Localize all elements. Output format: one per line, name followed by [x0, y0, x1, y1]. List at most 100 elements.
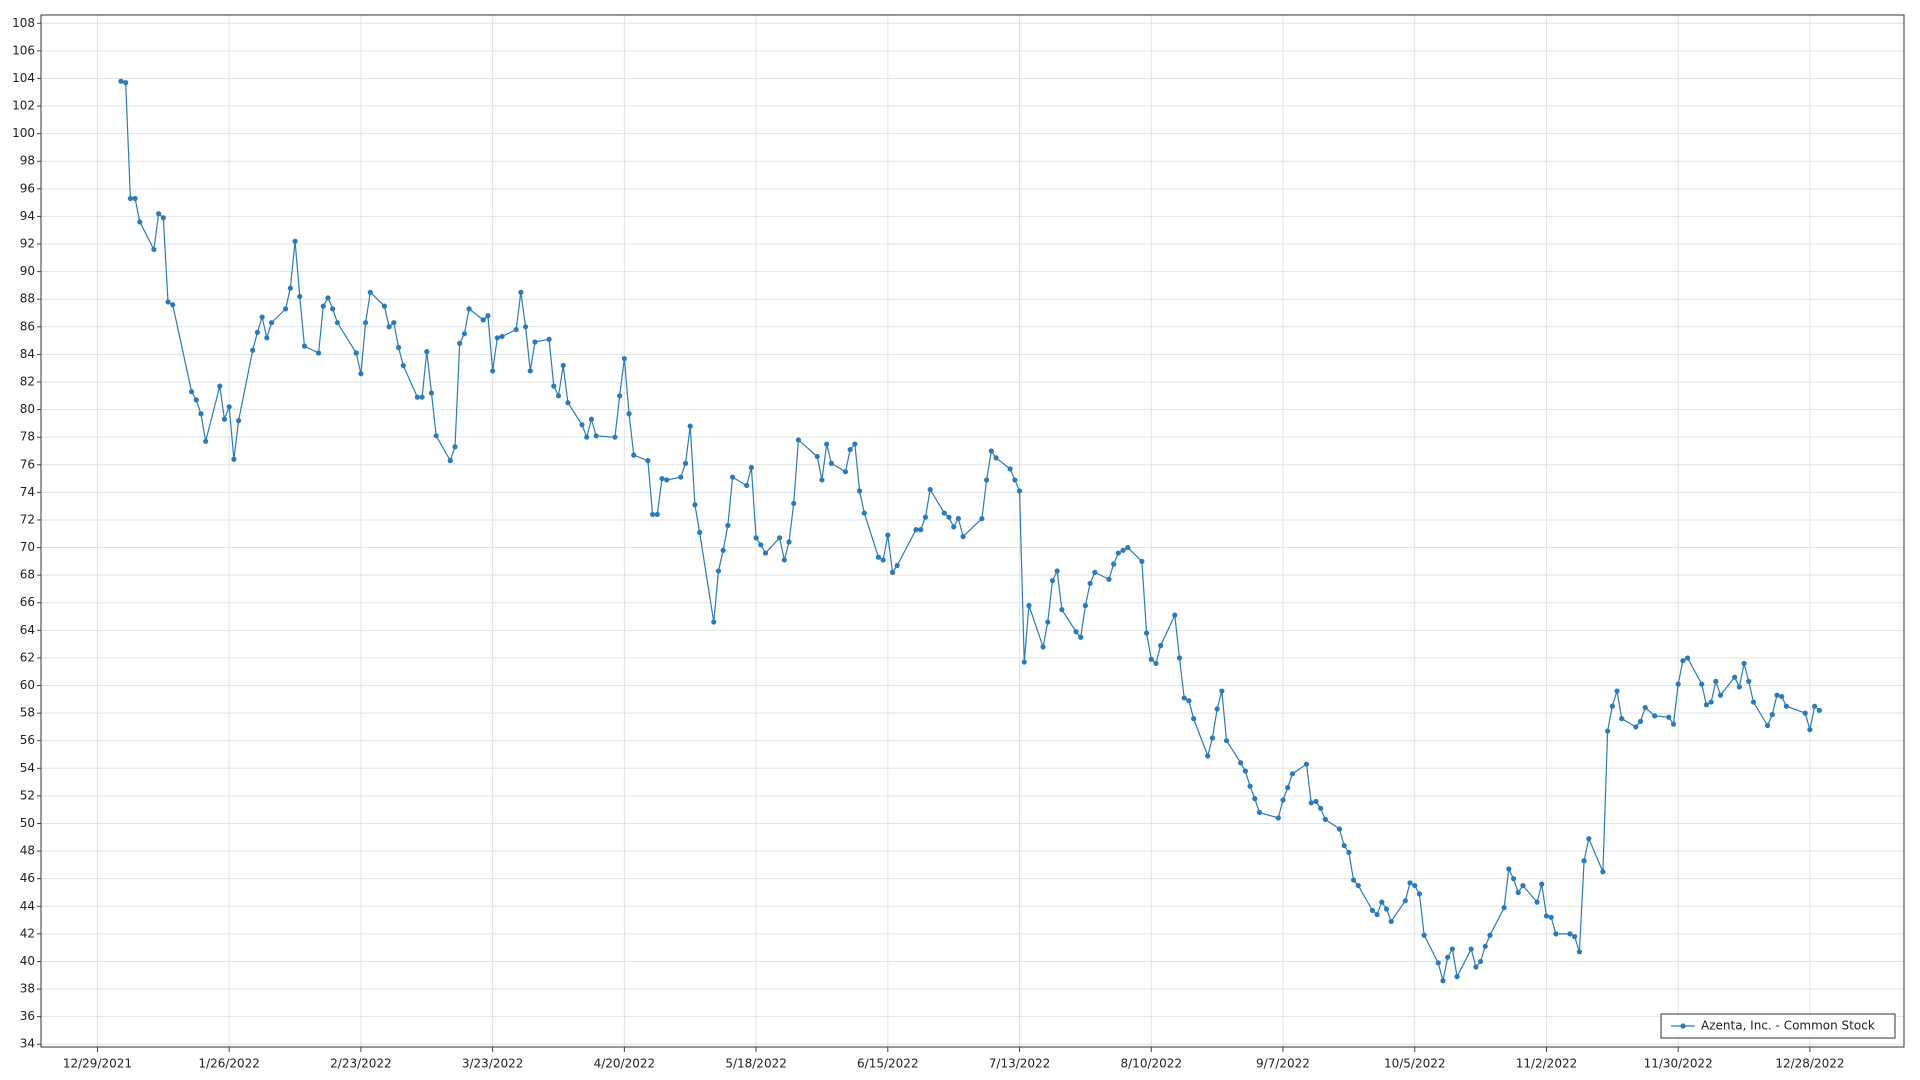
data-point: [1642, 704, 1648, 711]
data-point: [551, 383, 557, 389]
data-point: [315, 350, 322, 356]
data-point: [1614, 688, 1620, 694]
data-point: [1341, 842, 1347, 849]
data-point: [659, 475, 665, 482]
data-point: [485, 313, 491, 319]
data-point: [842, 469, 849, 475]
data-point: [715, 568, 722, 574]
data-point: [1736, 684, 1742, 690]
data-point: [127, 195, 133, 202]
data-point: [758, 542, 764, 548]
data-point: [1501, 905, 1507, 911]
data-point: [1073, 629, 1079, 635]
data-point: [522, 324, 529, 330]
data-point: [1148, 656, 1154, 662]
data-point: [1703, 702, 1710, 708]
data-point: [824, 441, 830, 447]
data-point: [988, 448, 994, 454]
data-point: [847, 446, 853, 453]
data-point: [1543, 913, 1550, 919]
data-point: [1209, 735, 1216, 741]
y-tick-label: 64: [20, 623, 35, 637]
x-tick-label: 11/2/2022: [1516, 1057, 1578, 1071]
data-point: [1548, 914, 1554, 920]
x-tick-label: 12/29/2021: [63, 1057, 132, 1071]
data-point: [1252, 796, 1258, 802]
data-point: [1764, 722, 1771, 729]
data-point: [466, 306, 472, 312]
y-tick-label: 88: [20, 292, 35, 306]
data-point: [546, 336, 552, 342]
data-point: [1059, 607, 1065, 613]
data-point: [951, 524, 957, 530]
data-point: [593, 433, 599, 439]
data-point: [626, 411, 632, 417]
data-point: [1717, 692, 1724, 698]
data-point: [1586, 836, 1592, 842]
data-point: [386, 324, 392, 330]
y-tick-label: 74: [20, 485, 35, 499]
data-point: [1675, 681, 1681, 687]
data-point: [123, 80, 129, 86]
data-point: [1012, 477, 1018, 483]
data-point: [1670, 721, 1677, 727]
data-point: [560, 362, 566, 369]
data-point: [1515, 889, 1521, 896]
y-tick-label: 102: [12, 99, 35, 113]
data-point: [1520, 882, 1526, 889]
x-tick-label: 11/30/2022: [1644, 1057, 1713, 1071]
data-point: [885, 532, 891, 538]
data-point: [1812, 703, 1818, 709]
data-point: [1600, 869, 1606, 875]
data-point: [259, 314, 265, 320]
data-point: [424, 349, 430, 355]
data-point: [461, 331, 468, 337]
data-point: [1021, 659, 1027, 665]
data-point: [1303, 761, 1310, 767]
data-point: [1172, 612, 1178, 618]
x-tick-label: 3/23/2022: [462, 1057, 524, 1071]
data-point: [795, 437, 802, 443]
data-point: [363, 320, 369, 326]
data-point: [1699, 681, 1705, 687]
data-point: [1355, 882, 1361, 889]
y-tick-label: 34: [20, 1037, 35, 1051]
data-point: [861, 510, 867, 516]
data-point: [1374, 911, 1380, 918]
data-point: [221, 416, 228, 422]
y-tick-label: 56: [20, 733, 35, 747]
y-tick-label: 108: [12, 16, 35, 30]
data-point: [941, 510, 947, 516]
y-tick-label: 80: [20, 402, 35, 416]
data-point: [447, 458, 453, 464]
data-point: [532, 339, 538, 345]
data-point: [414, 394, 420, 400]
data-point: [955, 515, 961, 522]
data-point: [254, 329, 261, 335]
data-point: [993, 455, 999, 461]
x-tick-label: 6/15/2022: [857, 1057, 919, 1071]
data-point: [1139, 558, 1145, 564]
data-point: [1120, 547, 1126, 553]
data-point: [132, 195, 138, 202]
data-point: [160, 215, 166, 221]
y-tick-label: 46: [20, 871, 35, 885]
data-point: [250, 347, 256, 353]
data-point: [1313, 798, 1319, 805]
data-point: [1741, 660, 1747, 667]
data-point: [325, 295, 331, 301]
data-point: [518, 289, 524, 295]
data-point: [922, 514, 929, 520]
data-point: [1407, 880, 1413, 886]
data-point: [1016, 488, 1023, 494]
data-point: [918, 527, 924, 533]
data-point: [1553, 931, 1559, 937]
data-point: [1581, 858, 1587, 864]
data-point: [1181, 695, 1187, 701]
y-tick-label: 78: [20, 430, 35, 444]
data-point: [1219, 688, 1225, 694]
data-point: [165, 299, 171, 305]
data-point: [494, 335, 500, 341]
data-point: [480, 317, 486, 323]
